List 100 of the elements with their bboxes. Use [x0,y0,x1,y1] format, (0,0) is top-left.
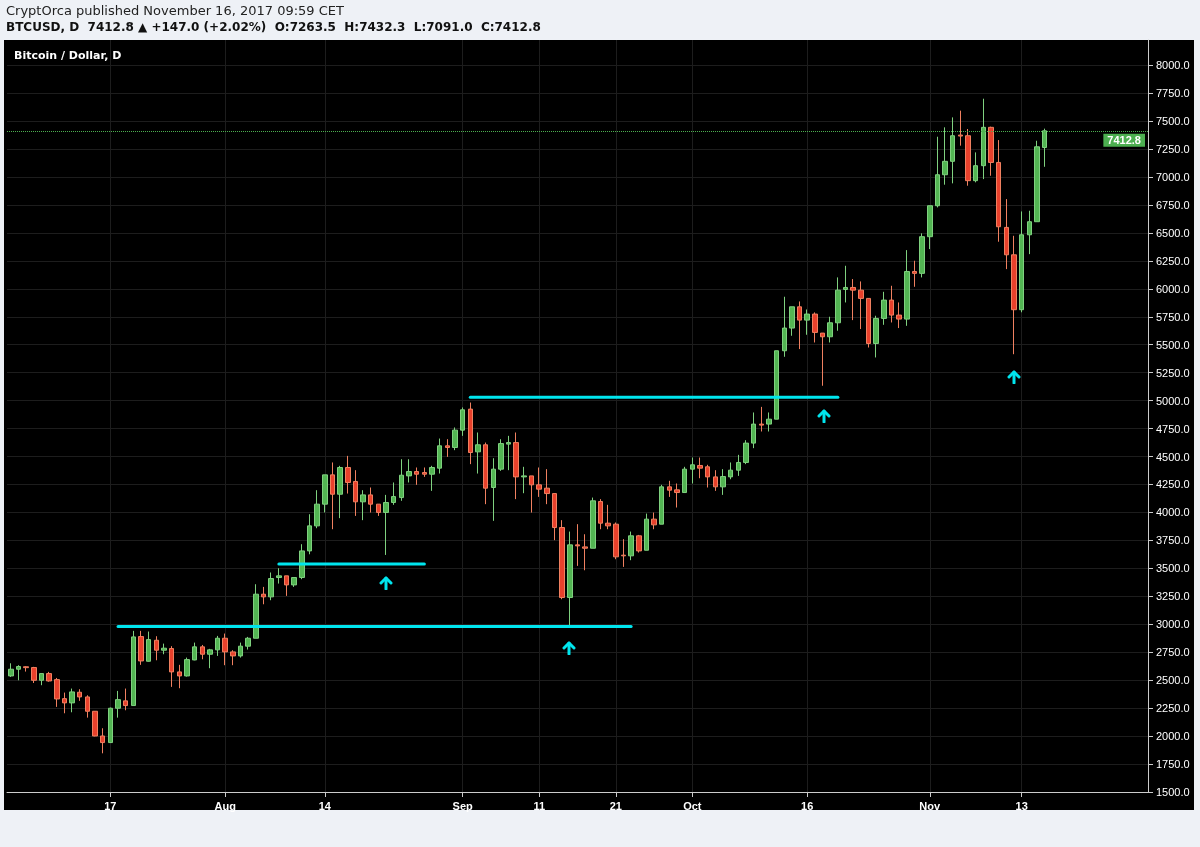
candlestick [123,688,128,711]
candlestick [797,300,802,350]
y-tick-label: 2000.0 [1156,730,1190,743]
candlestick [827,316,833,343]
candlestick [782,296,787,358]
candlestick [529,475,534,514]
candlestick [353,469,358,517]
y-tick-label: 4000.0 [1156,506,1190,519]
candlestick [682,466,687,494]
candlestick [314,489,320,529]
candlestick [751,411,756,449]
y-tick-label: 4500.0 [1156,450,1190,463]
candlestick [659,484,664,525]
candlestick [567,531,573,627]
candlestick [54,677,60,708]
candlestick [437,438,442,475]
candlestick [759,406,764,432]
candlestick [422,466,427,478]
candlestick [598,498,603,530]
candlestick [222,633,228,666]
candlestick [552,493,557,541]
candlestick [889,285,894,323]
candlestick [521,466,527,494]
candlestick [720,468,726,496]
candlestick [284,575,289,597]
candlestick [177,664,182,689]
candlestick [330,461,335,530]
candlestick [154,635,159,661]
candlestick [881,291,887,326]
candlestick [483,442,488,505]
candlestick [935,136,940,208]
candlestick [1019,210,1024,313]
candlestick [307,513,312,555]
y-tick-label: 8000.0 [1156,59,1190,72]
candlestick [896,301,902,329]
candlestick [85,694,90,719]
candlestick [690,457,695,484]
x-tick-label: Oct [683,799,702,812]
candlestick [460,406,465,437]
y-tick-label: 3500.0 [1156,562,1190,575]
candlestick [8,662,14,678]
y-tick-label: 5250.0 [1156,366,1190,379]
y-tick-label: 2250.0 [1156,702,1190,715]
candlestick [559,519,565,600]
candlestick [513,431,519,500]
y-tick-label: 1750.0 [1156,758,1190,771]
candlestick [506,435,511,471]
candlestick [850,278,856,321]
y-tick-label: 2750.0 [1156,646,1190,659]
candlestick [713,469,718,492]
candlestick [146,631,151,663]
candlestick [973,151,978,183]
candlestick [23,665,29,673]
candlestick [161,643,167,655]
candlestick [491,457,496,522]
candlestick [866,297,871,349]
candlestick [429,465,435,492]
candlestick [383,494,389,556]
x-tick-label: Sep [452,799,473,812]
candlestick [200,644,205,660]
candlestick [69,688,75,713]
y-tick-label: 7500.0 [1156,115,1190,128]
candlestick [452,426,458,451]
y-tick-label: 6000.0 [1156,282,1190,295]
candlestick [912,260,917,288]
candlestick [169,645,174,688]
candlestick [322,474,328,513]
candlestick [345,455,351,495]
candlestick [100,727,105,754]
y-tick-label: 3250.0 [1156,590,1190,603]
candlestick [728,461,733,480]
candlestick [835,276,841,332]
candlestick [697,457,703,479]
y-tick-label: 7250.0 [1156,143,1190,156]
candlestick [92,710,98,737]
candlestick [46,671,52,683]
candlestick [253,583,259,639]
candlestick [261,586,266,605]
candlestick [337,465,343,519]
chart-title: BTCUSD, D 7412.8 ▲ +147.0 (+2.02%) O:7263.5 H:7432.3 L:7091.0 C:7412.8 [6,20,541,34]
candlestick [207,648,213,669]
candlestick [138,630,144,666]
y-tick-label: 7750.0 [1156,87,1190,100]
y-tick-label: 5000.0 [1156,394,1190,407]
candlestick [445,438,450,458]
candlestick [245,636,251,651]
candlestick [184,657,190,678]
candlestick [360,489,366,521]
x-tick-label: 21 [609,799,622,812]
candlestick [774,350,779,420]
candlestick [16,664,21,681]
candlestick [743,439,749,465]
y-tick-label: 3000.0 [1156,618,1190,631]
x-tick-label: Nov [919,799,942,812]
candlestick [705,464,710,489]
candlestick [291,577,297,588]
candlestick [468,402,473,465]
candlestick [238,642,243,659]
candlestick [644,513,649,551]
y-tick-label: 6500.0 [1156,226,1190,239]
